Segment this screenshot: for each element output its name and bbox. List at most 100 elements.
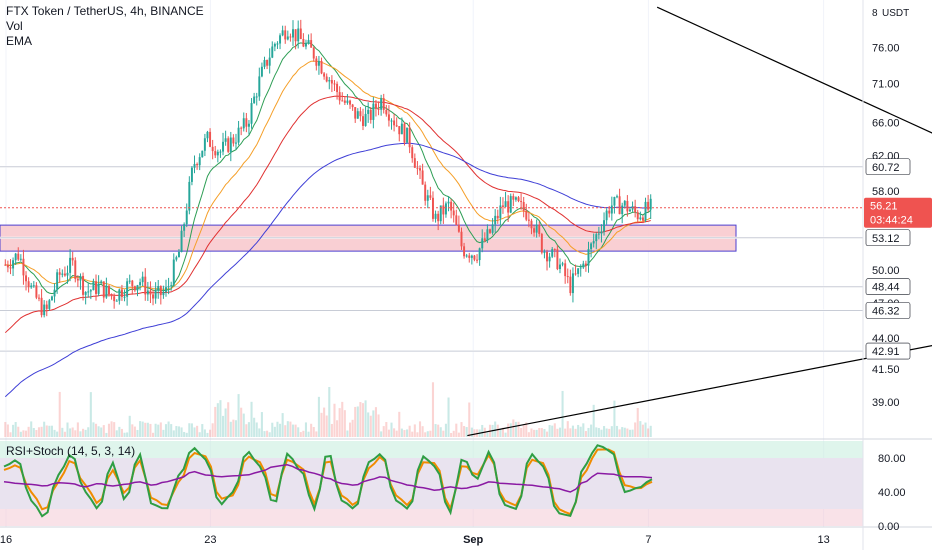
candle-body[interactable] bbox=[97, 283, 100, 294]
candle-body[interactable] bbox=[276, 43, 279, 45]
candle-body[interactable] bbox=[273, 43, 276, 47]
time-axis[interactable]: 1623Sep7132012:00Oct1118 bbox=[0, 534, 932, 546]
candle-body[interactable] bbox=[113, 296, 116, 302]
candle-body[interactable] bbox=[470, 255, 473, 258]
candle-body[interactable] bbox=[128, 280, 131, 282]
candle-body[interactable] bbox=[520, 201, 523, 203]
candle-body[interactable] bbox=[608, 210, 611, 214]
candle-body[interactable] bbox=[390, 120, 393, 122]
candle-body[interactable] bbox=[14, 253, 17, 261]
candle-body[interactable] bbox=[476, 259, 479, 261]
candle-body[interactable] bbox=[159, 286, 162, 296]
candle-body[interactable] bbox=[426, 195, 429, 201]
candle-body[interactable] bbox=[63, 273, 66, 276]
candle-body[interactable] bbox=[266, 59, 269, 66]
candle-body[interactable] bbox=[592, 241, 595, 244]
candle-body[interactable] bbox=[177, 252, 180, 258]
candle-body[interactable] bbox=[61, 273, 64, 275]
candle-body[interactable] bbox=[170, 285, 173, 287]
candle-body[interactable] bbox=[527, 219, 530, 221]
candle-body[interactable] bbox=[442, 205, 445, 215]
candle-body[interactable] bbox=[146, 290, 149, 295]
candle-body[interactable] bbox=[626, 200, 629, 212]
candle-body[interactable] bbox=[403, 123, 406, 143]
candle-body[interactable] bbox=[209, 131, 212, 147]
candle-body[interactable] bbox=[377, 108, 380, 110]
candle-body[interactable] bbox=[188, 181, 191, 211]
candle-body[interactable] bbox=[587, 249, 590, 266]
rsi-line[interactable] bbox=[3, 464, 653, 493]
candle-body[interactable] bbox=[144, 276, 147, 295]
candle-body[interactable] bbox=[579, 267, 582, 269]
candle-body[interactable] bbox=[641, 217, 644, 221]
candle-body[interactable] bbox=[40, 297, 43, 316]
candle-body[interactable] bbox=[507, 201, 510, 213]
candle-body[interactable] bbox=[356, 111, 359, 119]
candle-body[interactable] bbox=[349, 100, 352, 105]
candle-body[interactable] bbox=[154, 290, 157, 299]
candle-body[interactable] bbox=[32, 285, 35, 287]
candle-body[interactable] bbox=[419, 168, 422, 171]
candle-body[interactable] bbox=[317, 60, 320, 66]
candle-body[interactable] bbox=[400, 123, 403, 135]
candle-body[interactable] bbox=[219, 151, 222, 153]
candle-body[interactable] bbox=[387, 114, 390, 121]
candle-body[interactable] bbox=[50, 296, 53, 301]
candle-body[interactable] bbox=[610, 205, 613, 214]
candle-body[interactable] bbox=[53, 289, 56, 297]
candle-body[interactable] bbox=[190, 167, 193, 182]
candle-body[interactable] bbox=[343, 100, 346, 103]
candle-body[interactable] bbox=[115, 300, 118, 302]
candle-body[interactable] bbox=[250, 103, 253, 124]
candle-body[interactable] bbox=[100, 281, 103, 284]
candle-body[interactable] bbox=[364, 113, 367, 126]
candle-body[interactable] bbox=[271, 46, 274, 58]
candle-body[interactable] bbox=[133, 286, 136, 291]
horizontal-levels[interactable] bbox=[0, 165, 863, 353]
candle-body[interactable] bbox=[260, 66, 263, 77]
candle-body[interactable] bbox=[525, 210, 528, 220]
candle-body[interactable] bbox=[553, 249, 556, 251]
candle-body[interactable] bbox=[162, 291, 165, 296]
candle-body[interactable] bbox=[380, 98, 383, 110]
candle-body[interactable] bbox=[27, 281, 30, 288]
candle-body[interactable] bbox=[258, 76, 261, 97]
candle-body[interactable] bbox=[193, 163, 196, 168]
candle-body[interactable] bbox=[354, 107, 357, 119]
osc-axis[interactable]: 80.00 40.00 0.00 bbox=[878, 453, 906, 533]
candle-body[interactable] bbox=[605, 210, 608, 221]
price-axis[interactable]: USDT 8 76.0071.0066.0062.0058.0050.0047.… bbox=[864, 8, 932, 409]
candle-body[interactable] bbox=[141, 276, 144, 283]
candle-body[interactable] bbox=[123, 296, 126, 298]
candle-body[interactable] bbox=[12, 260, 15, 269]
candle-body[interactable] bbox=[431, 197, 434, 219]
candle-body[interactable] bbox=[247, 123, 250, 127]
candle-body[interactable] bbox=[281, 30, 284, 36]
candle-body[interactable] bbox=[149, 290, 152, 295]
candle-body[interactable] bbox=[647, 201, 650, 210]
candle-body[interactable] bbox=[413, 158, 416, 168]
candle-body[interactable] bbox=[102, 281, 105, 298]
candle-body[interactable] bbox=[600, 231, 603, 234]
ema-fast-line[interactable] bbox=[5, 42, 652, 295]
candle-body[interactable] bbox=[595, 234, 598, 242]
candle-body[interactable] bbox=[558, 264, 561, 270]
candle-body[interactable] bbox=[346, 100, 349, 103]
candle-body[interactable] bbox=[279, 35, 282, 44]
symbol-title[interactable]: FTX Token / TetherUS, 4h, BINANCE bbox=[6, 4, 204, 18]
candle-body[interactable] bbox=[325, 76, 328, 82]
candle-body[interactable] bbox=[468, 255, 471, 258]
candle-body[interactable] bbox=[369, 109, 372, 120]
stoch-k-line[interactable] bbox=[3, 444, 653, 518]
candle-body[interactable] bbox=[338, 92, 341, 101]
candle-body[interactable] bbox=[289, 36, 292, 38]
candle-body[interactable] bbox=[105, 285, 108, 298]
candle-body[interactable] bbox=[292, 29, 294, 38]
candle-body[interactable] bbox=[393, 120, 396, 126]
candle-body[interactable] bbox=[540, 233, 543, 253]
legend-ema[interactable]: EMA bbox=[6, 34, 33, 48]
candle-body[interactable] bbox=[152, 294, 155, 299]
candle-body[interactable] bbox=[398, 126, 401, 135]
candle-body[interactable] bbox=[385, 109, 388, 115]
candle-body[interactable] bbox=[95, 281, 98, 294]
